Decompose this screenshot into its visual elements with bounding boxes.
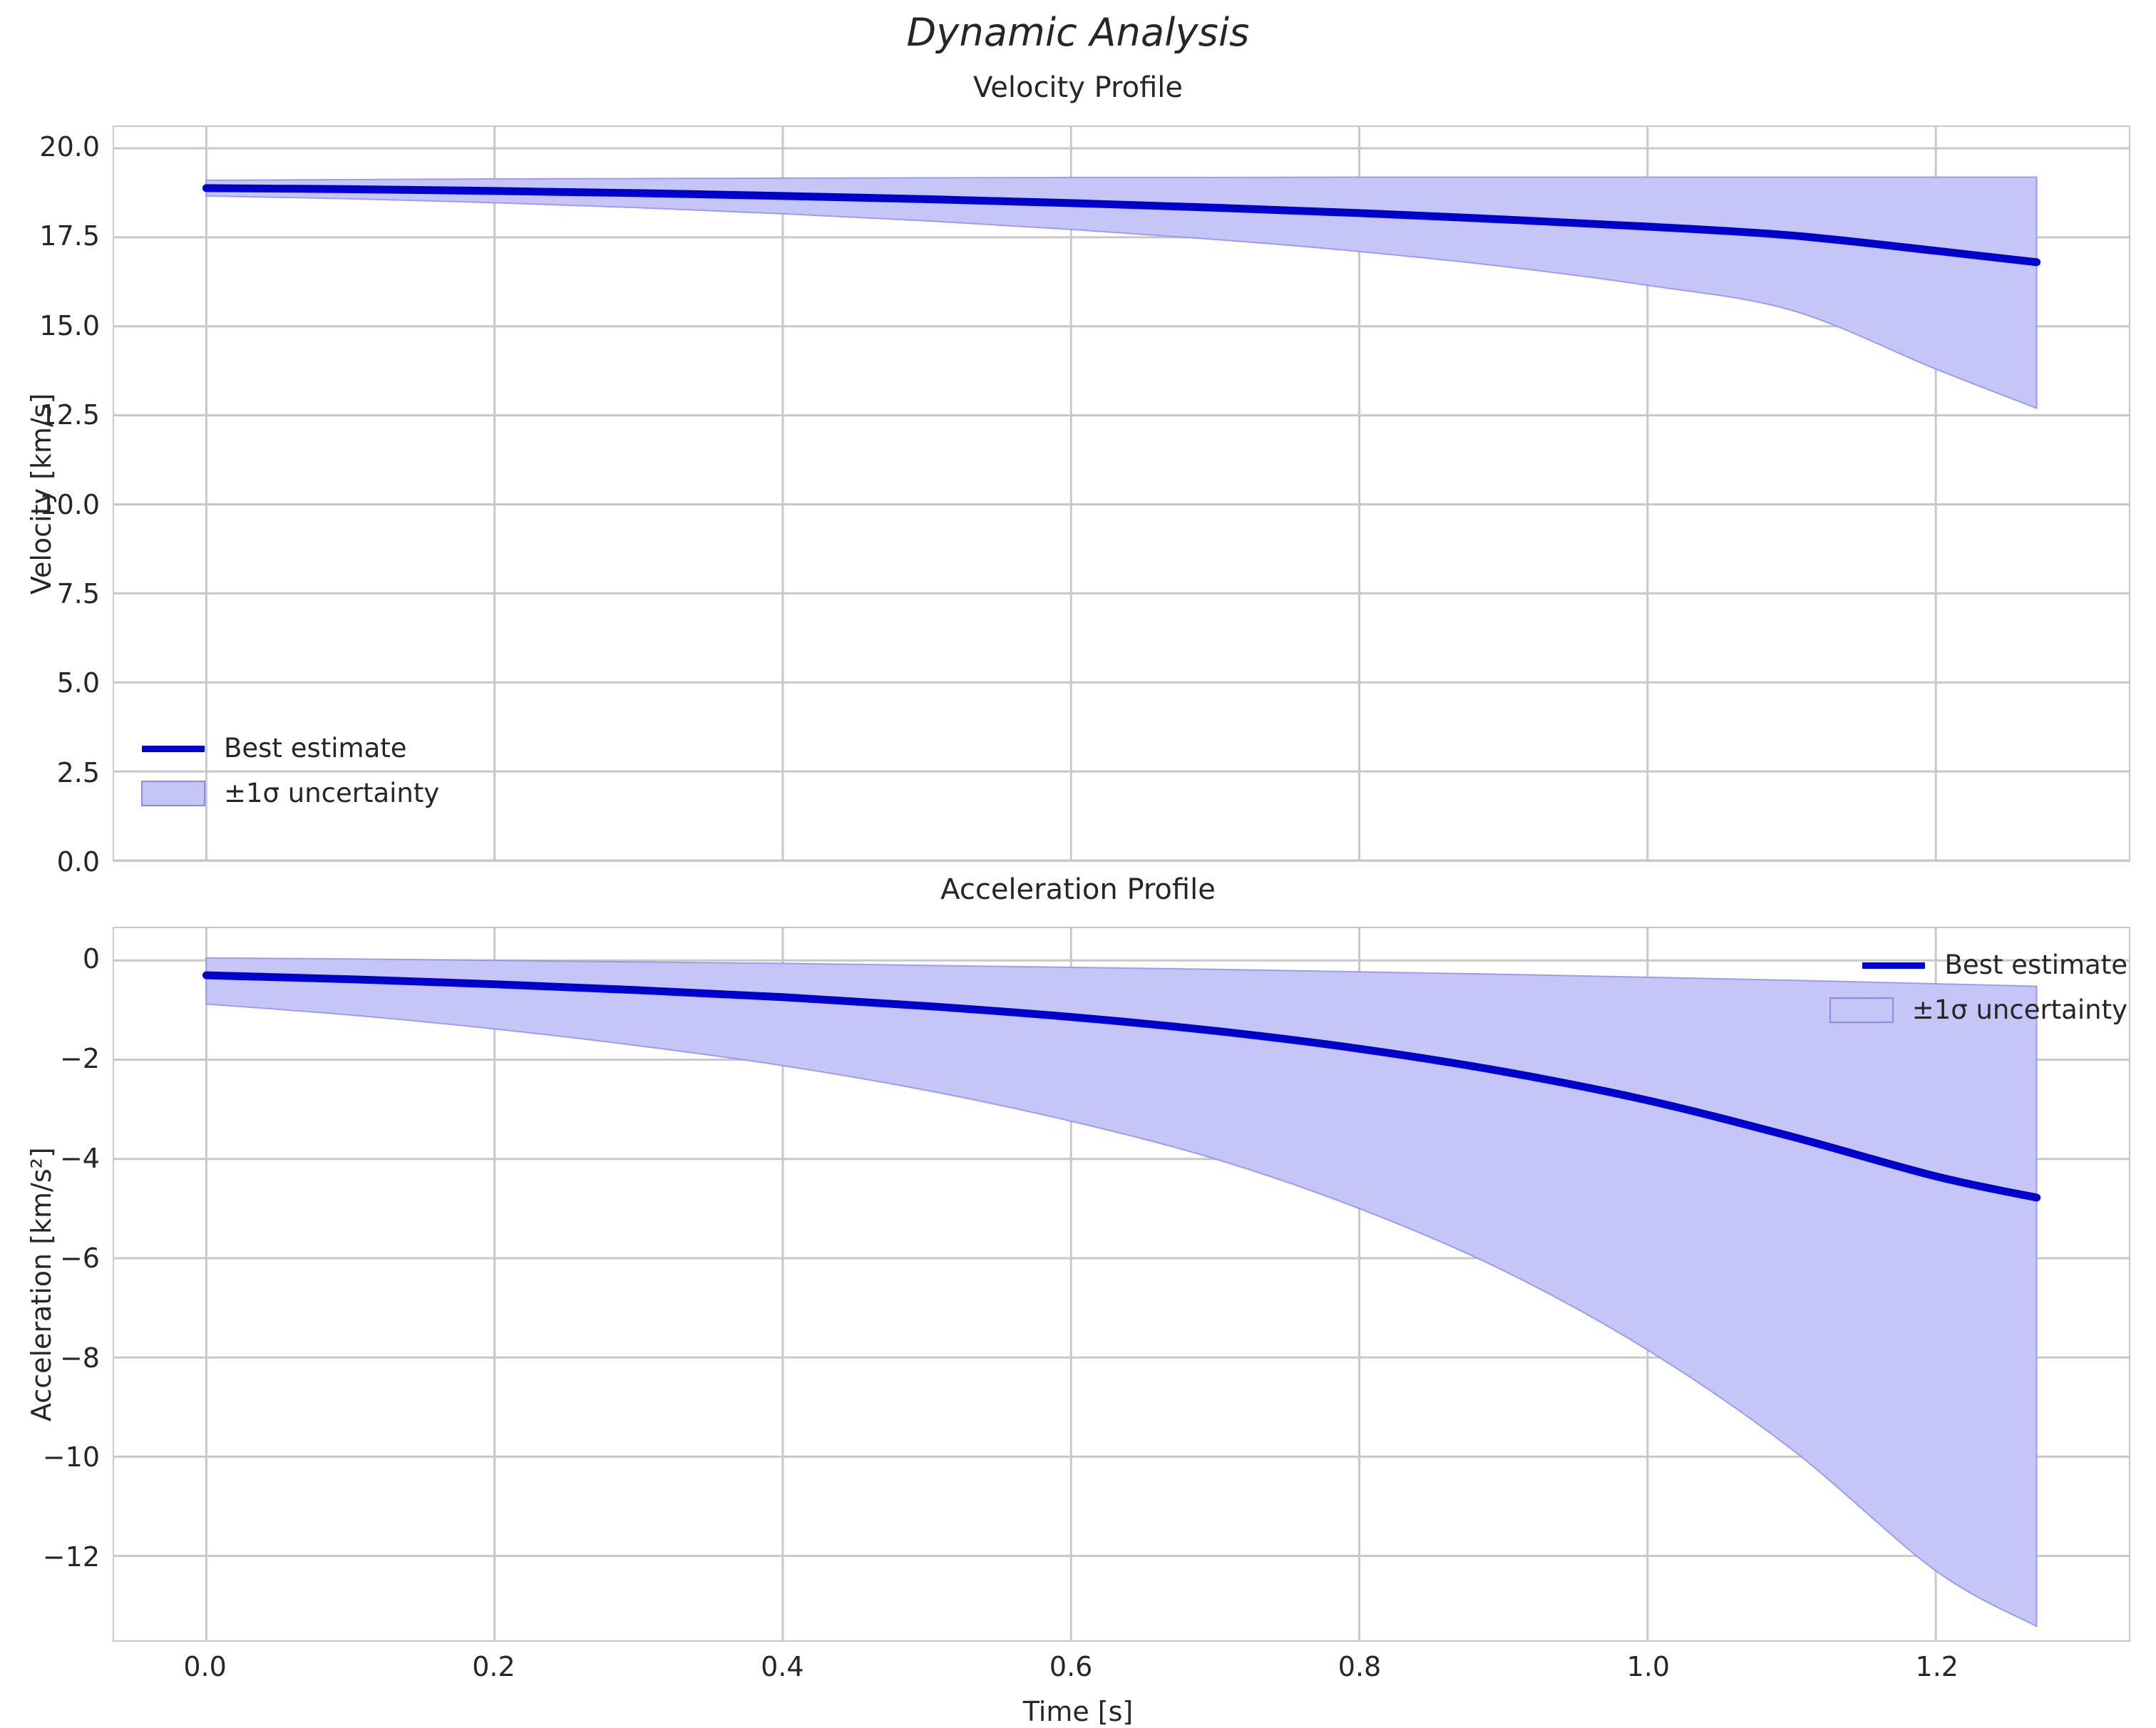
ytick-label: 10.0 [39,488,100,520]
ytick-label: −12 [42,1541,100,1573]
line-swatch-icon [1860,951,1927,979]
velocity-legend[interactable]: Best estimate ±1σ uncertainty [140,726,439,816]
acceleration-plot-svg [114,928,2129,1640]
legend-label-uncertainty: ±1σ uncertainty [1911,994,2127,1025]
xtick-label: 0.4 [761,1651,804,1682]
line-swatch-icon [140,734,207,763]
velocity-plot-title: Velocity Profile [972,71,1183,104]
ytick-label: −8 [59,1342,100,1374]
acceleration-legend[interactable]: Best estimate ±1σ uncertainty [1828,942,2127,1032]
ytick-label: 0.0 [56,846,100,878]
acceleration-axis-label: Acceleration [km/s²] [26,1147,57,1421]
xtick-label: 0.6 [1049,1651,1093,1682]
legend-item-uncertainty[interactable]: ±1σ uncertainty [1828,987,2127,1032]
acceleration-ytick-labels: 0 −2 −4 −6 −8 −10 −12 [0,927,100,1642]
xtick-label: 1.0 [1626,1651,1670,1682]
xtick-label: 0.2 [472,1651,515,1682]
band-swatch-icon [1828,996,1895,1024]
xtick-label: 0.8 [1338,1651,1382,1682]
ytick-label: −4 [59,1143,100,1174]
ytick-label: 15.0 [39,309,100,341]
velocity-axis-label: Velocity [km/s] [26,393,57,595]
time-axis-label: Time [s] [1022,1696,1134,1727]
ytick-label: 7.5 [56,577,100,610]
ytick-label: 5.0 [56,667,100,699]
band-swatch-icon [140,779,207,808]
velocity-ytick-labels: 0.0 2.5 5.0 7.5 10.0 12.5 15.0 17.5 20.0 [0,125,100,878]
legend-item-best-estimate[interactable]: Best estimate [1828,942,2127,987]
ytick-label: −10 [42,1441,100,1474]
legend-item-best-estimate[interactable]: Best estimate [140,726,439,771]
xtick-label: 1.2 [1915,1651,1959,1682]
legend-label-uncertainty: ±1σ uncertainty [224,778,440,808]
legend-label-best-estimate: Best estimate [224,733,407,763]
acceleration-plot-area[interactable] [113,927,2130,1642]
legend-label-best-estimate: Best estimate [1944,950,2127,980]
ytick-label: 12.5 [39,399,100,431]
velocity-plot-svg [114,127,2129,860]
figure-suptitle: Dynamic Analysis [906,10,1250,55]
velocity-plot-area[interactable] [113,125,2130,862]
ytick-label: 17.5 [39,220,100,252]
xtick-label: 0.0 [183,1651,227,1682]
ytick-label: 2.5 [56,756,100,788]
ytick-label: 20.0 [39,131,100,163]
ytick-label: 0 [82,943,100,975]
ytick-label: −6 [59,1242,100,1274]
legend-item-uncertainty[interactable]: ±1σ uncertainty [140,771,439,816]
acceleration-plot-title: Acceleration Profile [940,873,1216,906]
time-xtick-labels: 0.0 0.2 0.4 0.6 0.8 1.0 1.2 [113,1651,2130,1694]
ytick-label: −2 [59,1043,100,1075]
